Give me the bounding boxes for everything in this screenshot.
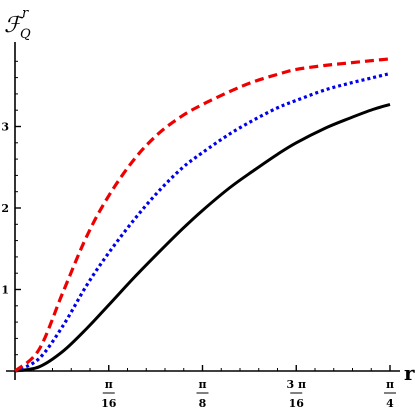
- y-tick-label-0: 1: [1, 284, 9, 297]
- y-axis-label: ℱ: [4, 13, 25, 38]
- ticks: 1 2 3 π 16 π 8 3 π 16 π 4: [1, 60, 396, 410]
- x-tick-label-num-0: π: [105, 378, 113, 391]
- series-line-1-dotted: [14, 71, 391, 373]
- x-tick-label-num-1: π: [198, 378, 206, 391]
- x-tick-label-den-0: 16: [101, 397, 117, 410]
- x-tick-label-den-1: 8: [199, 397, 207, 410]
- series-line-0-solid: [14, 103, 391, 373]
- y-tick-label-1: 2: [1, 202, 9, 215]
- y-axis-label-superscript: r: [22, 6, 29, 21]
- x-axis-label: r: [404, 361, 415, 385]
- x-tick-label-den-3: 4: [386, 397, 394, 410]
- x-tick-label-num-2: 3 π: [286, 378, 306, 391]
- y-tick-label-2: 3: [1, 121, 9, 134]
- x-tick-label-den-2: 16: [289, 397, 305, 410]
- x-tick-label-num-3: π: [386, 378, 394, 391]
- y-axis-label-subscript: Q: [20, 27, 31, 42]
- series-line-2-dashed: [13, 57, 391, 373]
- series-group: [13, 57, 391, 373]
